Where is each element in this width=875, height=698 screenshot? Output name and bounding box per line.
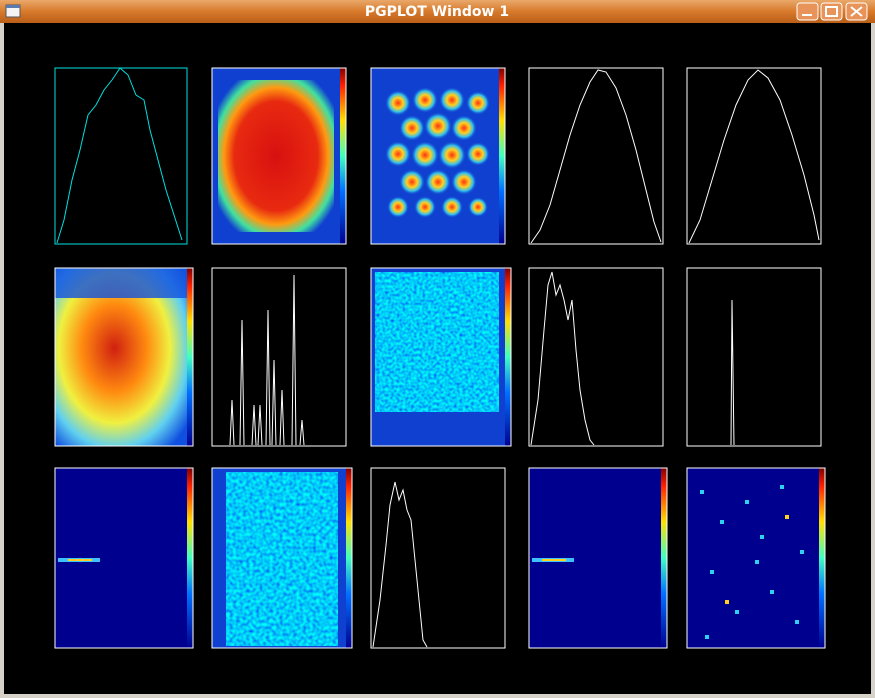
panel-tof2 [686,67,822,245]
panel-heatmap-blobs [370,67,506,245]
panel-heatmap-round [54,267,194,447]
maximize-button[interactable] [820,2,843,21]
panel-wavelength [54,67,188,245]
panel-line-r3 [370,467,506,649]
window-icon-bar [6,5,20,8]
panel-heatmap-square [211,67,347,245]
panel-energy [686,267,822,447]
panel-dark1 [54,467,194,649]
window-title: PGPLOT Window 1 [365,4,509,20]
panel-noise1 [370,267,512,447]
title-bar [0,0,875,23]
panel-line-r2 [528,267,664,447]
panel-spikes [211,267,347,447]
panel-dark2 [528,467,668,649]
panel-sparse [686,467,826,649]
close-button[interactable] [845,2,868,21]
panel-tof [528,67,664,245]
panel-noise2 [211,467,353,649]
minimize-button[interactable] [796,2,819,21]
